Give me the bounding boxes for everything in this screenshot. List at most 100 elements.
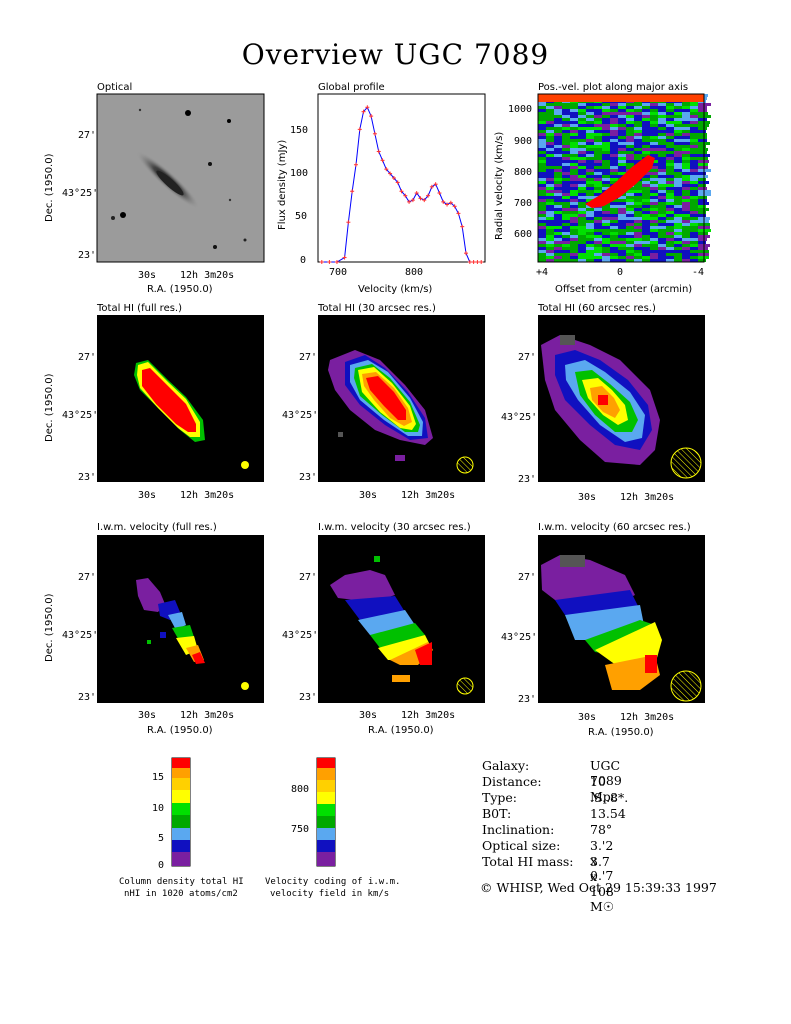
ra-axis-label: R.A. (1950.0) [368,725,434,736]
dec-tick: 43°25' [501,412,538,423]
dec-tick: 27' [78,572,97,583]
dec-axis-label-row3: Dec. (1950.0) [44,593,55,662]
ra-tick: 30s [359,490,378,501]
beam-ellipse [456,677,474,695]
density-tick: 10 [152,803,165,814]
density-tick: 5 [158,833,165,844]
profile-ytick: 0 [300,255,307,266]
ra-axis-label: R.A. (1950.0) [147,284,213,295]
panel-title-hi-30: Total HI (30 arcsec res.) [318,303,436,314]
ra-tick: 12h 3m20s [620,712,675,723]
info-value: UGC 7089 [590,758,622,788]
info-value: .S..8*. [590,790,629,805]
pv-xtick: +4 [536,267,549,278]
panel-title-vel-30: I.w.m. velocity (30 arcsec res.) [318,522,471,533]
hi-60-emission [541,335,702,479]
info-key: Optical size: [482,838,561,853]
dec-tick: 43°25' [501,632,538,643]
info-value: 78° [590,822,613,837]
profile-xlabel: Velocity (km/s) [358,284,433,295]
pv-xtick: -4 [692,267,705,278]
profile-points [319,105,484,264]
vel-full-field [136,578,249,690]
panel-title-optical: Optical [97,82,133,93]
info-key: Galaxy: [482,758,530,773]
ra-tick: 30s [138,270,157,281]
dec-tick: 43°25' [282,630,319,641]
profile-ytick: 150 [290,125,309,136]
ra-tick: 30s [578,492,597,503]
optical-image [96,93,265,263]
dec-axis-label-row1: Dec. (1950.0) [44,153,55,222]
vel-30-field [330,556,474,695]
info-key: Distance: [482,774,542,789]
dec-tick: 43°25' [62,630,99,641]
global-profile-plot [317,93,486,264]
ra-tick: 30s [138,710,157,721]
profile-xtick: 800 [405,267,424,278]
info-table: Galaxy: UGC 7089 Distance: 10 Mpc Type: .S.… [482,758,628,914]
info-key: Inclination: [482,822,555,837]
velocity-caption-units: velocity field in km/s [270,889,390,899]
info-key: Type: [482,790,518,805]
ra-tick: 12h 3m20s [401,490,456,501]
dec-tick: 23' [518,474,537,485]
dec-tick: 23' [78,692,97,703]
ra-tick: 12h 3m20s [620,492,675,503]
profile-ylabel: Flux density (mJy) [277,139,288,230]
density-tick: 15 [152,772,165,783]
beam-ellipse [456,456,474,474]
beam-ellipse [241,682,249,690]
vel-60-field [541,555,702,702]
info-key: B0T: [482,806,512,821]
velocity-caption: Velocity coding of i.w.m. [265,877,401,887]
profile-line [321,106,482,263]
pv-ytick: 800 [514,167,533,178]
panel-title-hi-60: Total HI (60 arcsec res.) [538,303,656,314]
dec-tick: 43°25' [62,410,99,421]
dec-tick: 27' [518,572,537,583]
dec-tick: 27' [299,572,318,583]
info-value: 3.'2 x 0.'7 [590,838,614,883]
pv-ytick: 600 [514,229,533,240]
dec-tick: 27' [78,130,97,141]
panel-title-pv: Pos.-vel. plot along major axis [538,82,689,93]
profile-ytick: 100 [290,168,309,179]
beam-ellipse [670,670,702,702]
ra-tick: 30s [578,712,597,723]
info-value: 3.7 x 108 M☉ [590,854,615,914]
panel-title-hi-full: Total HI (full res.) [97,303,183,314]
ra-tick: 12h 3m20s [401,710,456,721]
dec-tick: 23' [78,250,97,261]
profile-xtick: 700 [329,267,348,278]
info-key: Total HI mass: [482,854,574,869]
dec-tick: 43°25' [282,410,319,421]
dec-tick: 23' [299,692,318,703]
pv-ytick: 700 [514,198,533,209]
profile-ytick: 50 [295,211,308,222]
pv-ylabel: Radial velocity (km/s) [494,131,505,240]
info-value: 13.54 [590,806,626,821]
ra-tick: 12h 3m20s [180,490,235,501]
hi-full-emission [134,360,249,469]
velocity-tick: 800 [291,784,310,795]
ra-tick: 30s [359,710,378,721]
page-title: Overview UGC 7089 [241,38,550,71]
velocity-tick: 750 [291,824,310,835]
info-value: 10 Mpc [590,774,618,804]
ra-tick: 12h 3m20s [180,270,235,281]
panel-title-global-profile: Global profile [318,82,385,93]
pv-diagram [537,93,711,263]
pv-xlabel: Offset from center (arcmin) [555,284,693,295]
ra-axis-label: R.A. (1950.0) [588,727,654,738]
dec-tick: 27' [299,352,318,363]
velocity-colorbar [316,757,336,867]
panel-title-vel-60: I.w.m. velocity (60 arcsec res.) [538,522,691,533]
pv-ytick: 900 [514,136,533,147]
dec-tick: 43°25' [62,188,99,199]
density-colorbar [171,757,191,867]
ra-tick: 30s [138,490,157,501]
ra-axis-label: R.A. (1950.0) [147,725,213,736]
dec-tick: 27' [518,352,537,363]
